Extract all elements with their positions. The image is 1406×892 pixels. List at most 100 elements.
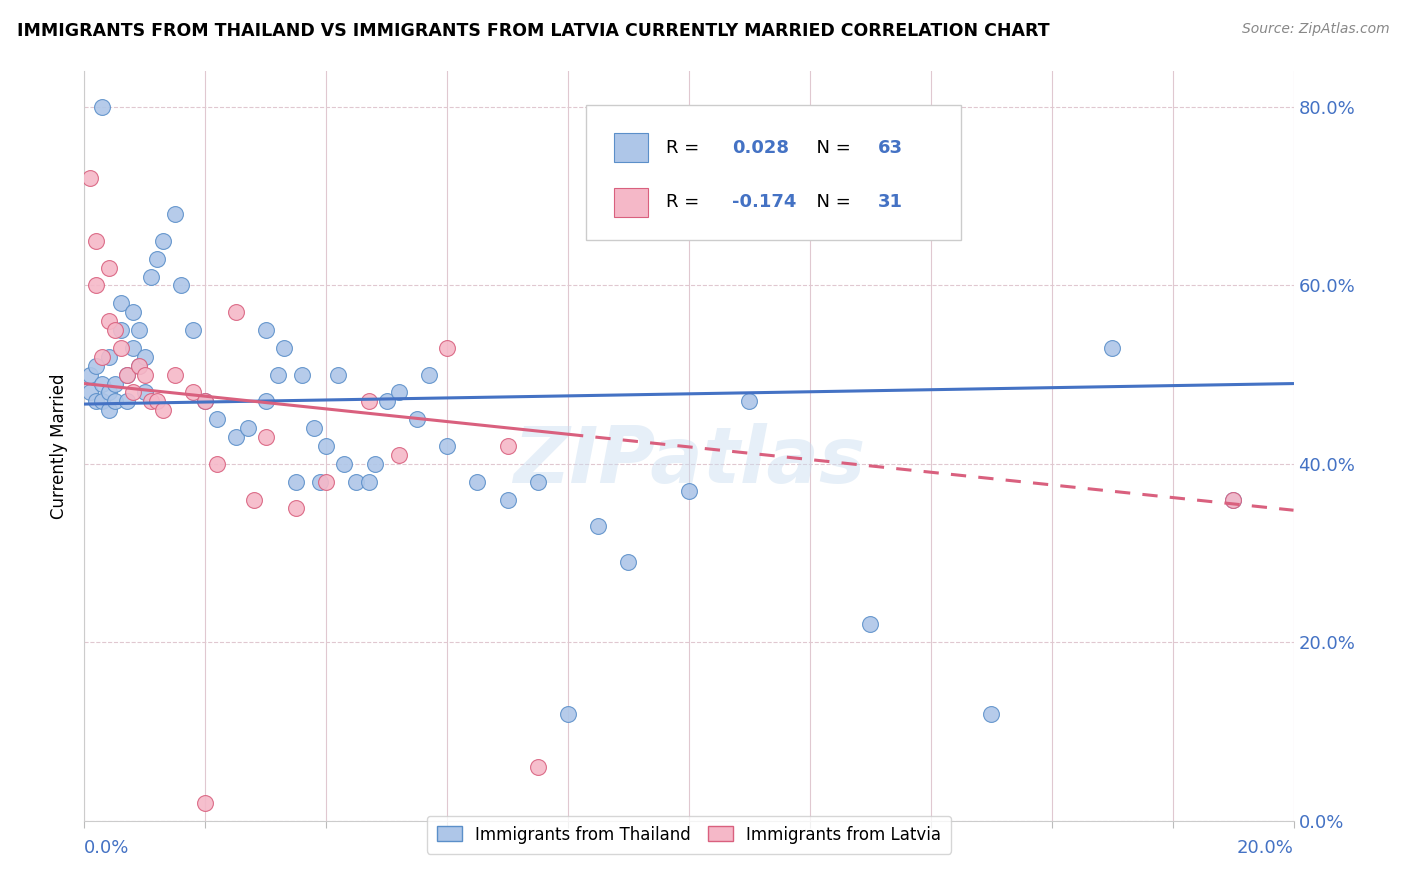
Point xyxy=(139,269,162,284)
Point xyxy=(309,475,332,489)
Point xyxy=(121,385,143,400)
Point xyxy=(328,368,350,382)
Point xyxy=(467,475,489,489)
Point xyxy=(134,368,156,382)
Point xyxy=(152,403,174,417)
Point xyxy=(128,359,150,373)
Text: 20.0%: 20.0% xyxy=(1237,839,1294,857)
Point xyxy=(115,368,138,382)
Point xyxy=(165,368,187,382)
Point xyxy=(97,385,120,400)
Point xyxy=(91,100,114,114)
Point xyxy=(588,519,610,533)
FancyBboxPatch shape xyxy=(586,105,962,240)
Point xyxy=(97,350,120,364)
Point xyxy=(134,350,156,364)
Point xyxy=(139,394,162,409)
Text: IMMIGRANTS FROM THAILAND VS IMMIGRANTS FROM LATVIA CURRENTLY MARRIED CORRELATION: IMMIGRANTS FROM THAILAND VS IMMIGRANTS F… xyxy=(17,22,1049,40)
Text: ZIPatlas: ZIPatlas xyxy=(513,423,865,499)
Point xyxy=(375,394,398,409)
Point xyxy=(980,706,1002,721)
Point xyxy=(181,323,204,337)
Point xyxy=(406,412,429,426)
Point xyxy=(225,430,247,444)
Point xyxy=(254,323,277,337)
Point xyxy=(557,706,579,721)
Point xyxy=(86,359,108,373)
Point xyxy=(617,555,640,569)
Point xyxy=(91,376,114,391)
Point xyxy=(104,376,127,391)
Point xyxy=(181,385,204,400)
Point xyxy=(128,359,150,373)
Point xyxy=(273,341,295,355)
Point xyxy=(110,323,132,337)
Bar xyxy=(614,187,648,217)
Text: 63: 63 xyxy=(877,138,903,157)
Point xyxy=(859,617,882,632)
Point xyxy=(97,260,120,275)
Point xyxy=(165,207,187,221)
Point xyxy=(79,171,101,186)
Point xyxy=(207,412,229,426)
Point xyxy=(254,394,277,409)
Point xyxy=(285,475,308,489)
Point xyxy=(86,278,108,293)
Point xyxy=(285,501,308,516)
Point xyxy=(527,475,550,489)
Point xyxy=(436,341,458,355)
Point xyxy=(333,457,356,471)
Point xyxy=(79,368,101,382)
Point xyxy=(388,448,411,462)
Text: Source: ZipAtlas.com: Source: ZipAtlas.com xyxy=(1241,22,1389,37)
Point xyxy=(115,368,138,382)
Point xyxy=(146,252,169,266)
Text: 0.0%: 0.0% xyxy=(84,839,129,857)
Text: -0.174: -0.174 xyxy=(733,194,797,211)
Point xyxy=(1222,492,1244,507)
Point xyxy=(86,394,108,409)
Point xyxy=(302,421,325,435)
Point xyxy=(79,385,101,400)
Point xyxy=(97,314,120,328)
Point xyxy=(363,457,385,471)
Point xyxy=(128,323,150,337)
Point xyxy=(1101,341,1123,355)
Point xyxy=(194,394,217,409)
Legend: Immigrants from Thailand, Immigrants from Latvia: Immigrants from Thailand, Immigrants fro… xyxy=(427,815,950,854)
Point xyxy=(357,394,380,409)
Point xyxy=(291,368,314,382)
Point xyxy=(346,475,368,489)
Point xyxy=(678,483,700,498)
Point xyxy=(134,385,156,400)
Point xyxy=(242,492,264,507)
Point xyxy=(110,296,132,310)
Point xyxy=(170,278,193,293)
Point xyxy=(738,394,761,409)
Point xyxy=(207,457,229,471)
Point xyxy=(254,430,277,444)
Point xyxy=(115,394,138,409)
Text: R =: R = xyxy=(666,194,704,211)
Y-axis label: Currently Married: Currently Married xyxy=(51,373,69,519)
Point xyxy=(152,234,174,248)
Point xyxy=(1222,492,1244,507)
Point xyxy=(121,305,143,319)
Point xyxy=(91,350,114,364)
Point xyxy=(357,475,380,489)
Text: R =: R = xyxy=(666,138,704,157)
Point xyxy=(436,439,458,453)
Point xyxy=(86,234,108,248)
Point xyxy=(267,368,290,382)
Text: N =: N = xyxy=(806,194,856,211)
Point xyxy=(121,341,143,355)
Point xyxy=(236,421,259,435)
Point xyxy=(225,305,247,319)
Point xyxy=(315,439,337,453)
Point xyxy=(527,760,550,774)
Point xyxy=(194,394,217,409)
Point xyxy=(110,341,132,355)
Point xyxy=(146,394,169,409)
Point xyxy=(91,394,114,409)
Point xyxy=(496,439,519,453)
